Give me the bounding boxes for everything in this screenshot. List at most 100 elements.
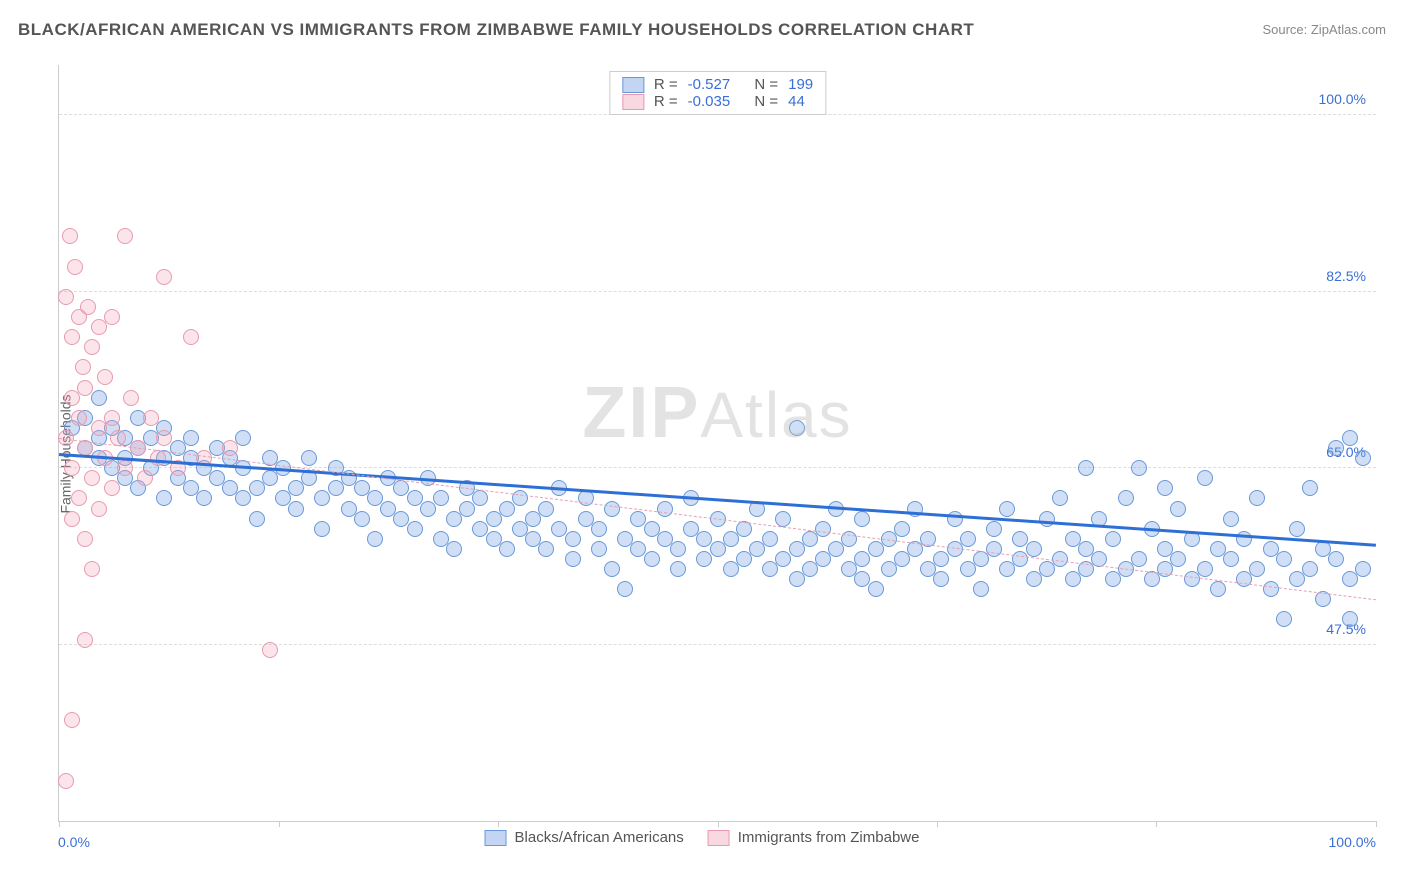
scatter-point — [999, 501, 1015, 517]
scatter-point — [75, 359, 91, 375]
scatter-point — [117, 228, 133, 244]
legend-label-blue: Blacks/African Americans — [515, 829, 684, 846]
scatter-point — [137, 470, 153, 486]
r-label: R = — [654, 76, 678, 93]
scatter-point — [62, 228, 78, 244]
scatter-point — [64, 712, 80, 728]
gridline — [59, 644, 1376, 645]
scatter-point — [222, 440, 238, 456]
scatter-point — [117, 460, 133, 476]
scatter-point — [1170, 501, 1186, 517]
scatter-point — [815, 521, 831, 537]
scatter-point — [1276, 551, 1292, 567]
scatter-point — [499, 541, 515, 557]
scatter-point — [183, 329, 199, 345]
n-value-blue: 199 — [788, 76, 813, 93]
scatter-point — [1302, 561, 1318, 577]
scatter-point — [1105, 531, 1121, 547]
series-legend: Blacks/African Americans Immigrants from… — [485, 829, 920, 846]
legend-item-blue: Blacks/African Americans — [485, 829, 684, 846]
scatter-point — [123, 390, 139, 406]
x-tick — [1156, 821, 1157, 827]
chart-container: Family Households ZIPAtlas R = -0.527 N … — [18, 55, 1386, 852]
scatter-point — [1131, 551, 1147, 567]
scatter-point — [894, 521, 910, 537]
scatter-point — [354, 511, 370, 527]
n-value-pink: 44 — [788, 93, 805, 110]
scatter-point — [1236, 531, 1252, 547]
scatter-point — [1223, 511, 1239, 527]
scatter-point — [670, 561, 686, 577]
watermark-rest: Atlas — [700, 379, 852, 451]
scatter-point — [58, 773, 74, 789]
x-tick — [1376, 821, 1377, 827]
x-tick — [937, 821, 938, 827]
scatter-point — [1210, 581, 1226, 597]
scatter-point — [196, 490, 212, 506]
scatter-point — [407, 521, 423, 537]
legend-item-pink: Immigrants from Zimbabwe — [708, 829, 920, 846]
scatter-point — [1328, 551, 1344, 567]
r-value-blue: -0.527 — [688, 76, 731, 93]
scatter-point — [84, 561, 100, 577]
scatter-point — [1355, 561, 1371, 577]
scatter-point — [84, 470, 100, 486]
swatch-blue-icon — [485, 830, 507, 846]
x-axis-max-label: 100.0% — [1329, 834, 1376, 850]
scatter-point — [91, 390, 107, 406]
scatter-point — [84, 339, 100, 355]
legend-label-pink: Immigrants from Zimbabwe — [738, 829, 920, 846]
scatter-point — [565, 531, 581, 547]
scatter-point — [1197, 470, 1213, 486]
x-tick — [279, 821, 280, 827]
scatter-point — [1263, 581, 1279, 597]
scatter-point — [249, 511, 265, 527]
scatter-point — [986, 541, 1002, 557]
scatter-point — [71, 410, 87, 426]
scatter-point — [77, 632, 93, 648]
scatter-point — [1249, 561, 1265, 577]
swatch-pink-icon — [622, 94, 644, 110]
scatter-point — [789, 420, 805, 436]
scatter-point — [1302, 480, 1318, 496]
scatter-point — [960, 531, 976, 547]
scatter-point — [1026, 541, 1042, 557]
watermark: ZIPAtlas — [582, 372, 852, 454]
scatter-point — [591, 521, 607, 537]
scatter-point — [1342, 430, 1358, 446]
x-tick — [498, 821, 499, 827]
scatter-point — [301, 450, 317, 466]
scatter-point — [1342, 611, 1358, 627]
watermark-bold: ZIP — [582, 373, 700, 453]
scatter-point — [71, 490, 87, 506]
y-tick-label: 100.0% — [1319, 91, 1366, 107]
scatter-point — [104, 480, 120, 496]
scatter-point — [644, 551, 660, 567]
gridline — [59, 291, 1376, 292]
scatter-point — [762, 531, 778, 547]
x-tick — [718, 821, 719, 827]
scatter-point — [947, 511, 963, 527]
scatter-point — [973, 581, 989, 597]
scatter-point — [156, 269, 172, 285]
scatter-point — [80, 299, 96, 315]
scatter-point — [657, 501, 673, 517]
scatter-point — [775, 511, 791, 527]
scatter-point — [538, 541, 554, 557]
scatter-point — [986, 521, 1002, 537]
scatter-point — [472, 490, 488, 506]
scatter-point — [591, 541, 607, 557]
source-label: Source: ZipAtlas.com — [1262, 22, 1386, 37]
scatter-point — [1355, 450, 1371, 466]
plot-area: ZIPAtlas R = -0.527 N = 199 R = -0.035 N… — [58, 65, 1376, 822]
scatter-point — [538, 501, 554, 517]
scatter-point — [235, 430, 251, 446]
scatter-point — [1078, 460, 1094, 476]
scatter-point — [1289, 521, 1305, 537]
legend-row-pink: R = -0.035 N = 44 — [622, 93, 813, 110]
scatter-point — [156, 490, 172, 506]
scatter-point — [67, 259, 83, 275]
scatter-point — [288, 501, 304, 517]
y-tick-label: 82.5% — [1326, 268, 1366, 284]
scatter-point — [433, 490, 449, 506]
